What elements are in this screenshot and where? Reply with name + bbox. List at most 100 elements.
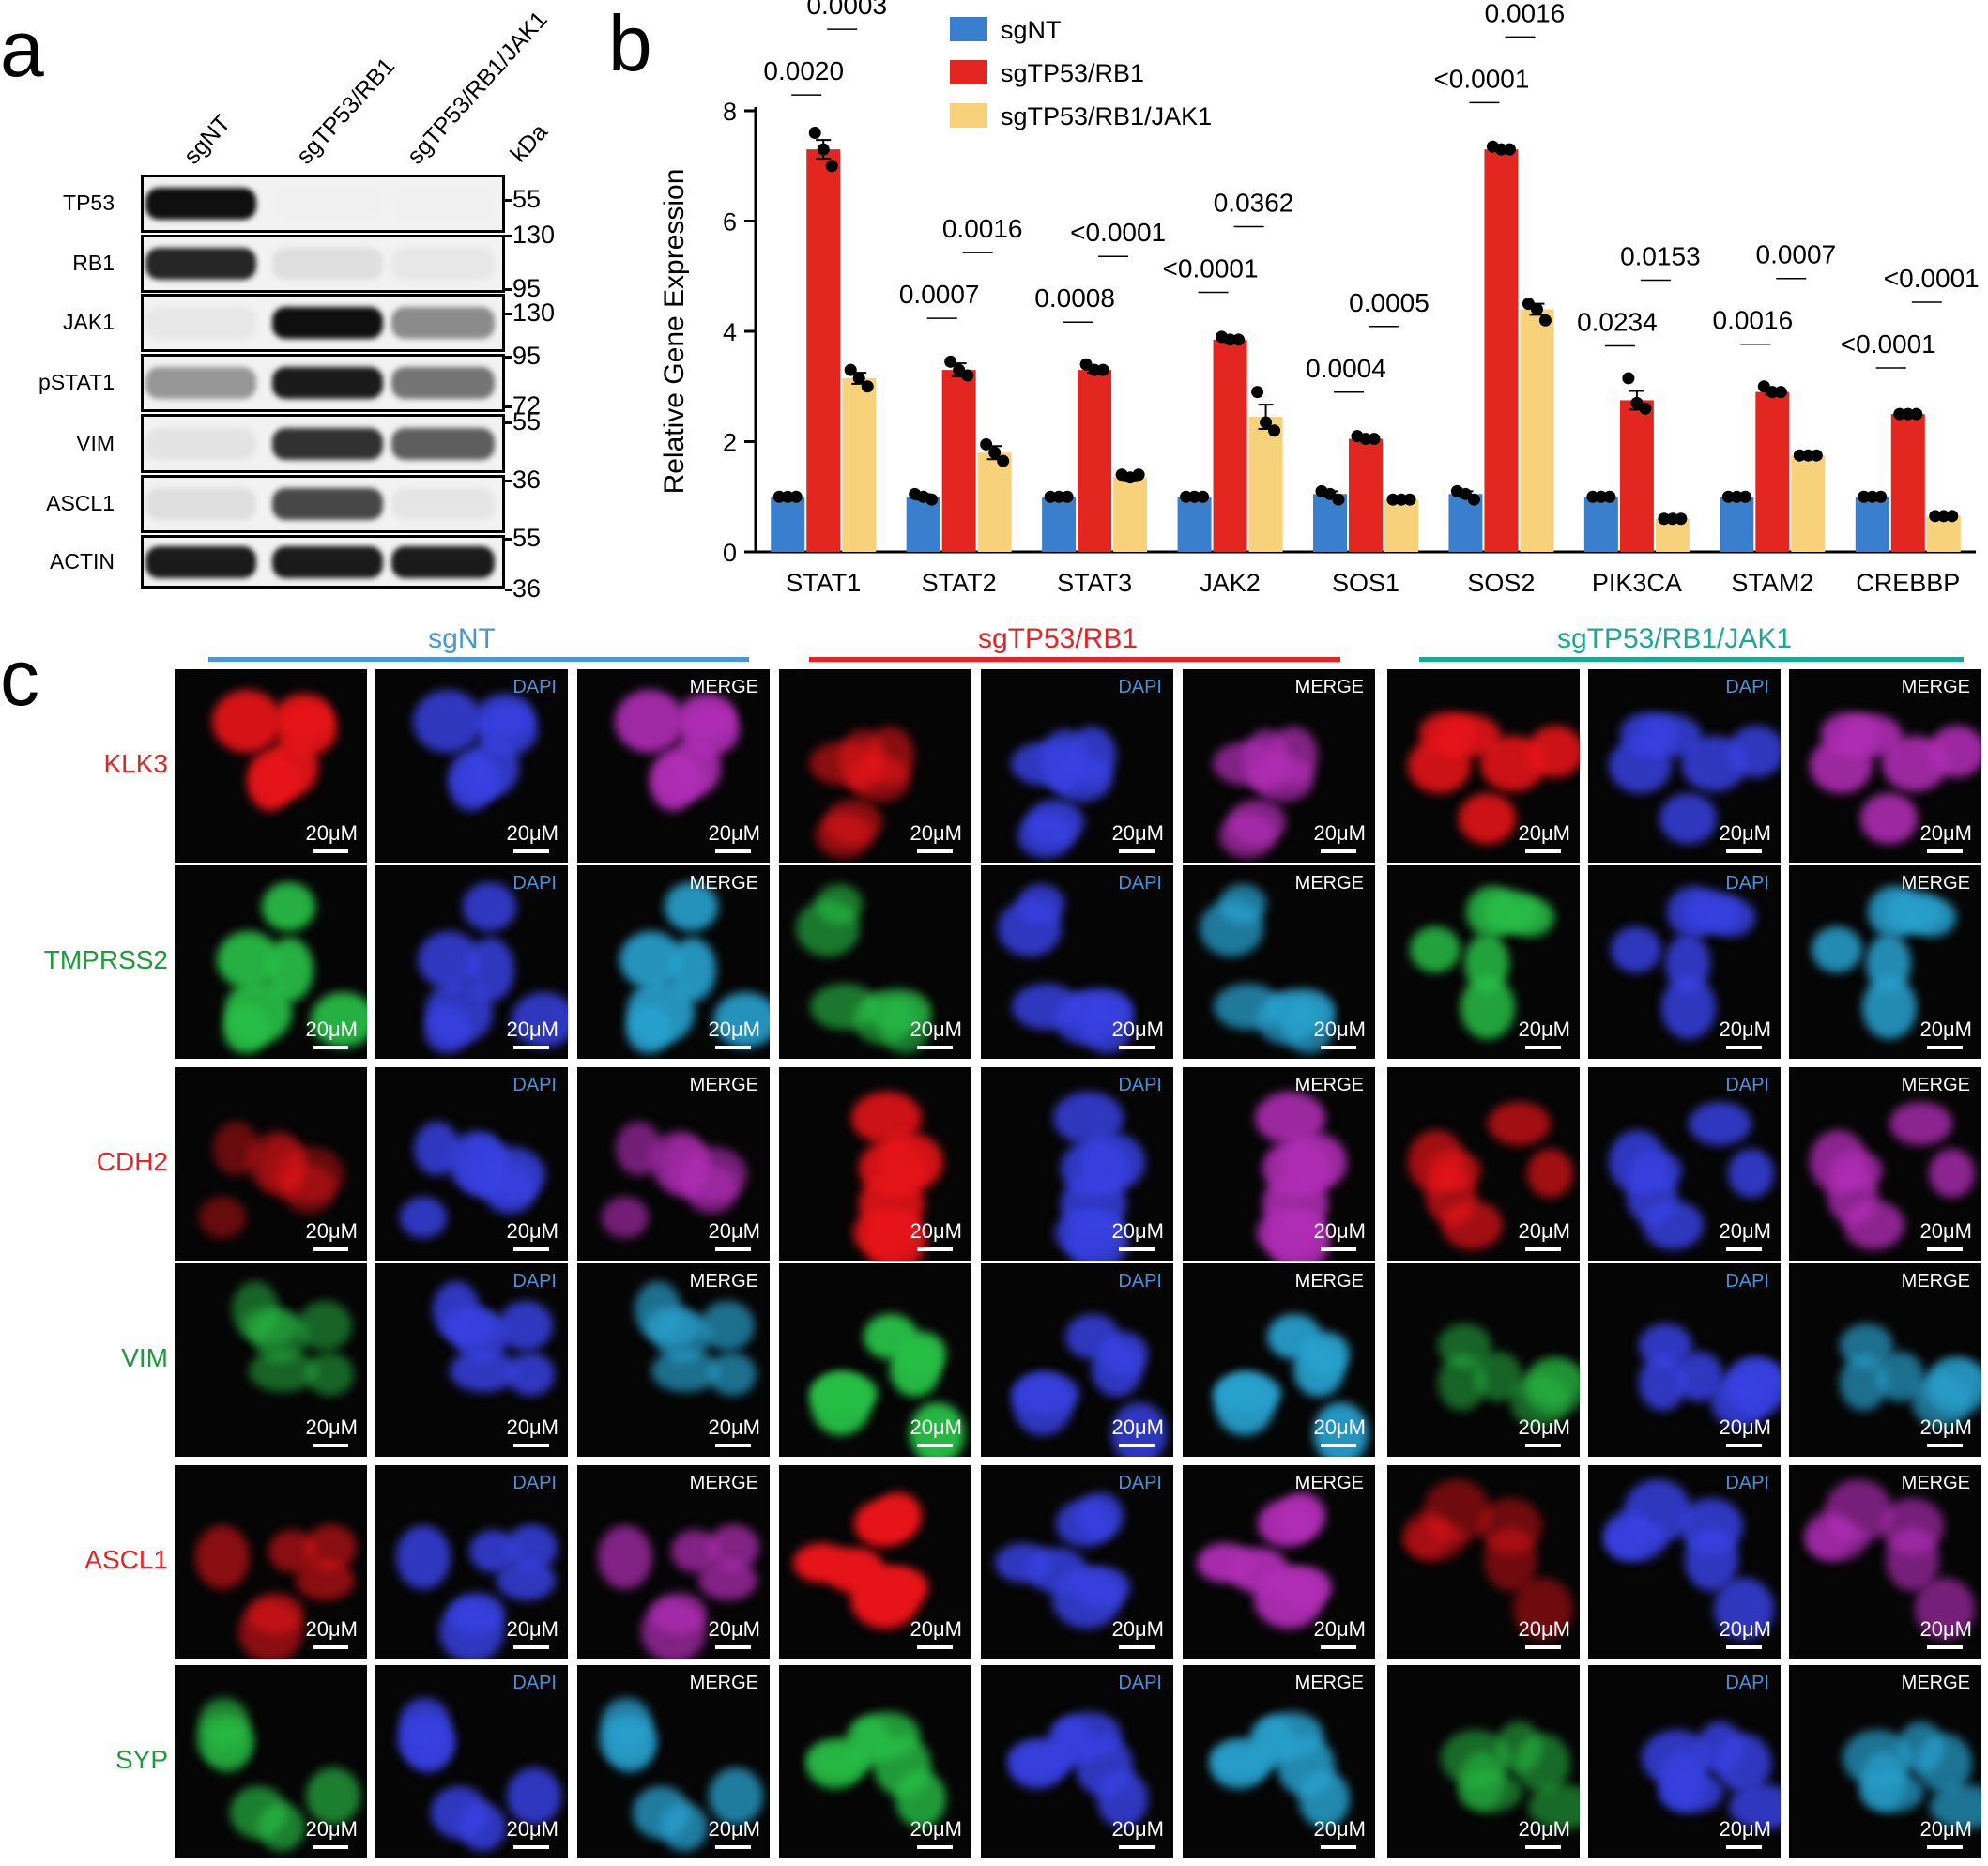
scale-label: 20μM bbox=[910, 1617, 962, 1641]
bar-stam2 bbox=[1720, 497, 1754, 552]
data-point bbox=[1622, 372, 1635, 385]
scale-bar bbox=[513, 1444, 549, 1447]
cell-blob bbox=[680, 704, 740, 756]
scale-label: 20μM bbox=[1919, 1219, 1972, 1243]
data-point bbox=[772, 490, 786, 503]
bar-jak2 bbox=[1177, 497, 1212, 552]
merge-image: MERGE 20μM bbox=[577, 1665, 770, 1858]
cell-blob bbox=[424, 1004, 470, 1054]
if-row-label-cdh2: CDH2 bbox=[96, 1147, 168, 1176]
cell-blob bbox=[626, 1004, 672, 1054]
data-point bbox=[1530, 303, 1543, 315]
if-row-label-syp: SYP bbox=[115, 1745, 168, 1774]
scale-label: 20μM bbox=[1719, 1017, 1771, 1041]
cell-blob bbox=[1527, 1149, 1574, 1199]
data-point bbox=[1386, 493, 1399, 506]
bar-stat1 bbox=[842, 377, 877, 552]
kda-marker: 55 bbox=[512, 524, 542, 552]
cell-blob bbox=[824, 799, 882, 845]
dapi-tag: DAPI bbox=[1725, 1271, 1769, 1292]
scale-label: 20μM bbox=[1719, 1415, 1771, 1439]
cell-blob bbox=[195, 1525, 250, 1589]
data-point bbox=[817, 143, 830, 156]
cell-blob bbox=[1047, 1716, 1093, 1767]
scale-bar bbox=[1119, 849, 1155, 853]
blot-band bbox=[145, 188, 256, 220]
x-tick-label: STAT3 bbox=[1057, 569, 1132, 597]
dapi-tag: DAPI bbox=[1725, 873, 1769, 894]
cell-blob bbox=[1268, 1211, 1331, 1261]
scale-bar bbox=[513, 849, 549, 853]
merge-tag: MERGE bbox=[1901, 1075, 1970, 1095]
cell-blob bbox=[1479, 1498, 1543, 1555]
dapi-image: DAPI 20μM bbox=[375, 669, 568, 863]
cell-blob bbox=[1041, 729, 1089, 792]
cell-blob bbox=[898, 1331, 946, 1377]
group-title: sgTP53/RB1/JAK1 bbox=[1556, 623, 1793, 654]
data-point bbox=[1929, 510, 1942, 523]
data-point bbox=[1132, 468, 1145, 482]
cell-blob bbox=[845, 1716, 891, 1767]
scale-bar bbox=[917, 1645, 953, 1649]
data-point bbox=[1766, 386, 1779, 399]
cell-blob bbox=[1928, 726, 1981, 778]
scale-label: 20μM bbox=[305, 1617, 358, 1641]
x-tick-label: SOS2 bbox=[1467, 569, 1535, 597]
marker-image: 20μM bbox=[779, 865, 971, 1059]
marker-image: 20μM bbox=[175, 669, 367, 863]
marker-image: 20μM bbox=[779, 1665, 971, 1858]
cell-blob bbox=[864, 1211, 927, 1261]
data-point bbox=[1096, 363, 1109, 376]
dapi-tag: DAPI bbox=[512, 1673, 557, 1693]
cell-blob bbox=[1262, 1139, 1331, 1197]
cell-blob bbox=[213, 1121, 259, 1176]
blot-row-rb1 bbox=[141, 235, 505, 293]
data-point bbox=[1721, 490, 1735, 503]
scale-label: 20μM bbox=[1518, 1617, 1570, 1641]
y-tick-label: 2 bbox=[723, 429, 737, 457]
cell-blob bbox=[1441, 1730, 1510, 1787]
scale-bar bbox=[1525, 1046, 1561, 1049]
cell-blob bbox=[1603, 1511, 1653, 1559]
legend-swatch bbox=[950, 60, 987, 84]
group-title: sgTP53/RB1 bbox=[977, 623, 1139, 654]
data-point bbox=[1893, 407, 1906, 421]
dapi-image: DAPI 20μM bbox=[375, 865, 568, 1059]
merge-image: MERGE 20μM bbox=[1183, 669, 1375, 863]
kda-tick bbox=[505, 589, 512, 591]
scale-bar bbox=[313, 1444, 348, 1447]
cell-blob bbox=[283, 1165, 335, 1214]
cell-blob bbox=[650, 1350, 721, 1393]
blot-band bbox=[391, 367, 495, 399]
cell-blob bbox=[1636, 714, 1702, 757]
cell-blob bbox=[1066, 1211, 1129, 1261]
data-point bbox=[1586, 490, 1599, 503]
blot-band bbox=[391, 545, 495, 578]
bar-crebbp bbox=[1890, 414, 1925, 552]
cell-blob bbox=[668, 937, 716, 1002]
cell-blob bbox=[698, 1559, 758, 1601]
merge-image: MERGE 20μM bbox=[1183, 865, 1375, 1059]
scale-label: 20μM bbox=[708, 1617, 760, 1641]
data-point bbox=[1874, 490, 1888, 503]
dapi-tag: DAPI bbox=[512, 873, 557, 894]
dapi-image: DAPI 20μM bbox=[981, 1263, 1173, 1457]
p-value-label: 0.0004 bbox=[1306, 354, 1386, 383]
scale-label: 20μM bbox=[305, 1817, 358, 1841]
scale-bar bbox=[1927, 1247, 1963, 1251]
bar-crebbp bbox=[1855, 497, 1889, 552]
scale-bar bbox=[313, 1645, 348, 1649]
scale-label: 20μM bbox=[305, 1017, 358, 1041]
blot-band bbox=[145, 545, 256, 578]
cell-blob bbox=[1248, 1716, 1294, 1767]
y-tick-label: 0 bbox=[723, 539, 737, 567]
cell-blob bbox=[1097, 1770, 1148, 1828]
cell-blob bbox=[598, 1525, 652, 1589]
dapi-image: DAPI 20μM bbox=[1588, 1263, 1781, 1457]
scale-bar bbox=[1726, 1645, 1762, 1649]
blot-row-jak1 bbox=[141, 294, 505, 352]
cell-blob bbox=[310, 992, 367, 1048]
cell-blob bbox=[1459, 793, 1517, 844]
scale-label: 20μM bbox=[1518, 1219, 1570, 1243]
cell-blob bbox=[198, 1197, 247, 1239]
